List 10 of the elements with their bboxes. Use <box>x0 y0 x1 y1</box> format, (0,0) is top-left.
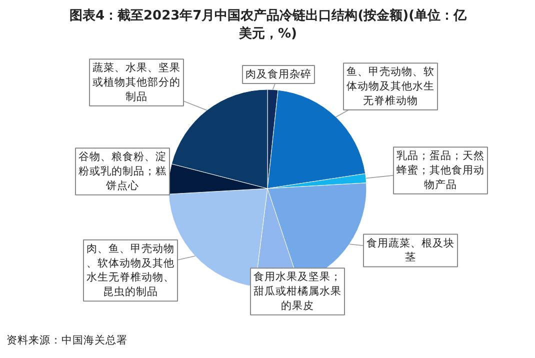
chart-title: 图表4：截至2023年7月中国农产品冷链出口结构(按金额)(单位：亿美元，%) <box>69 8 468 42</box>
slice-label: 乳品；蛋品；天然蜂蜜；其他食用动物产品 <box>396 149 484 191</box>
slice-label: 食用水果及坚果；甜瓜或柑橘属水果的果皮 <box>254 270 342 312</box>
slice-label: 鱼、甲壳动物、软体动物及其他水生无脊椎动物 <box>346 65 434 107</box>
slice-label: 肉、鱼、甲壳动物、软体动物及其他水生无脊椎动物、昆虫的制品 <box>86 242 174 298</box>
slice-label: 谷物、粮食粉、淀粉或乳的制品；糕饼点心 <box>78 150 166 192</box>
slice-label: 蔬菜、水果、坚果或植物其他部分的制品 <box>92 61 180 103</box>
slice-label: 肉及食用杂碎 <box>246 68 312 80</box>
slice-label: 食用蔬菜、根及块茎 <box>366 236 454 264</box>
text: 资料来源：中国海关总署 <box>6 334 128 346</box>
